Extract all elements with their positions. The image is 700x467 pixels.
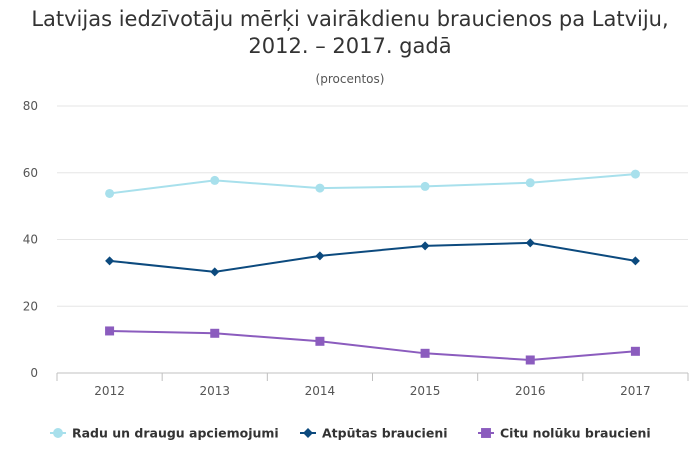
data-point (210, 328, 220, 338)
y-tick-label: 20 (23, 299, 38, 313)
chart-subtitle: (procentos) (315, 72, 385, 86)
data-point (315, 183, 325, 193)
data-point (525, 178, 535, 188)
data-point (210, 175, 220, 185)
data-point (315, 336, 325, 346)
x-tick-label: 2015 (410, 384, 441, 398)
y-tick-label: 0 (30, 366, 38, 380)
data-point (525, 355, 535, 365)
x-tick-label: 2012 (94, 384, 125, 398)
data-point (420, 241, 430, 251)
data-point (420, 181, 430, 191)
chart-title: Latvijas iedzīvotāju mērķi vairākdienu b… (0, 6, 700, 60)
data-point (210, 267, 220, 277)
series-line (109, 173, 636, 195)
y-tick-label: 60 (23, 166, 38, 180)
data-point (525, 238, 535, 248)
series-line (109, 241, 636, 273)
legend-label: Atpūtas braucieni (322, 426, 448, 441)
series-line (109, 329, 636, 361)
data-point (105, 326, 115, 336)
data-point (105, 188, 115, 198)
x-tick-label: 2017 (620, 384, 651, 398)
legend-marker (481, 428, 491, 438)
legend-label: Citu nolūku braucieni (500, 426, 651, 441)
data-point (105, 256, 115, 266)
data-point (315, 251, 325, 261)
data-point (630, 169, 640, 179)
legend-marker (53, 428, 63, 438)
data-point (420, 348, 430, 358)
chart-title-line1: Latvijas iedzīvotāju mērķi vairākdienu b… (31, 7, 669, 31)
data-point (630, 256, 640, 266)
x-tick-label: 2014 (305, 384, 336, 398)
x-tick-label: 2016 (515, 384, 546, 398)
data-point (630, 346, 640, 356)
legend-label: Radu un draugu apciemojumi (72, 426, 279, 441)
y-tick-label: 40 (23, 233, 38, 247)
x-tick-label: 2013 (199, 384, 230, 398)
legend-marker (303, 428, 313, 438)
y-tick-label: 80 (23, 99, 38, 113)
chart-title-line2: 2012. – 2017. gadā (248, 34, 452, 58)
